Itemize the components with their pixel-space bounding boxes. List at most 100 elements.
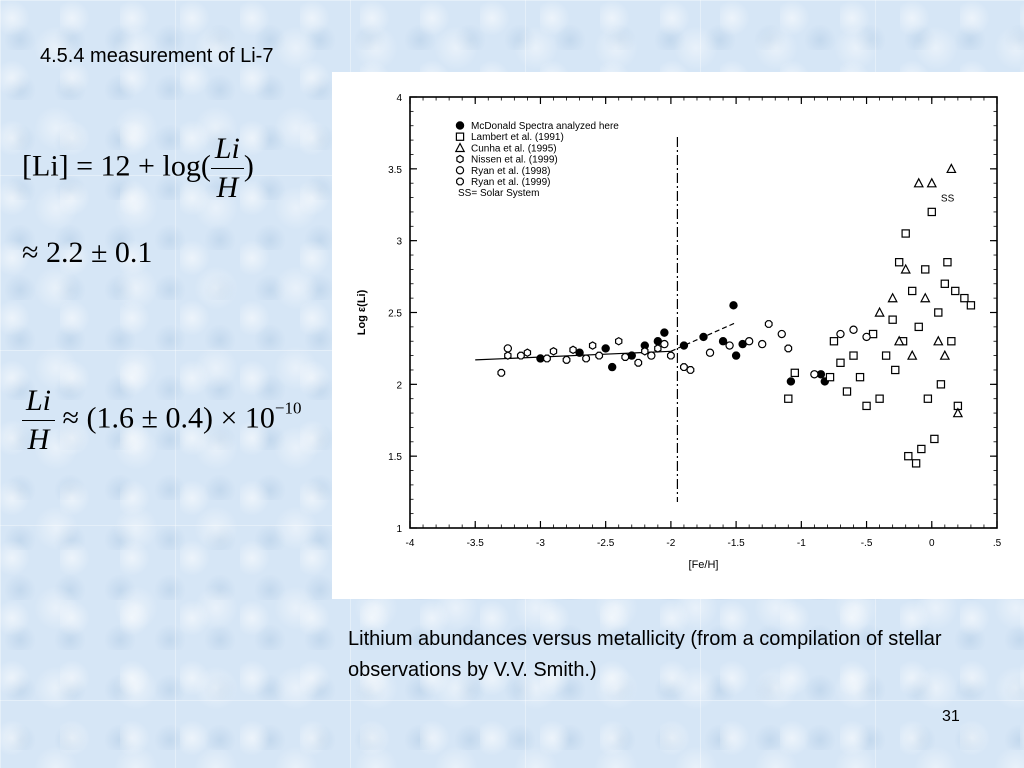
- eq1-lhs: [Li] = 12 + log(: [22, 149, 211, 183]
- data-point: [849, 351, 858, 360]
- data-point: [930, 434, 939, 444]
- x-tick-label: -.5: [861, 538, 873, 549]
- data-point: [825, 372, 835, 382]
- eq3-exponent: −10: [274, 398, 302, 418]
- data-point: [849, 325, 858, 334]
- data-point: [614, 336, 623, 346]
- data-point: [647, 351, 656, 360]
- data-point: [777, 329, 786, 339]
- data-point: [842, 387, 852, 396]
- data-point: [523, 348, 532, 358]
- data-point: [934, 308, 943, 317]
- data-point: [829, 337, 839, 346]
- data-point: [729, 301, 738, 310]
- data-point: [939, 349, 951, 360]
- data-point: [917, 444, 926, 454]
- legend-marker: [456, 154, 464, 164]
- y-tick-label: 3: [396, 237, 402, 248]
- data-point: [855, 372, 865, 382]
- data-point: [911, 459, 921, 468]
- data-point: [888, 315, 897, 324]
- data-point: [686, 366, 695, 374]
- data-point: [810, 370, 819, 379]
- data-point: [582, 354, 591, 363]
- legend-marker: [456, 177, 464, 186]
- data-point: [549, 346, 558, 356]
- data-point: [914, 322, 923, 332]
- data-point: [705, 348, 715, 357]
- data-point: [536, 354, 545, 363]
- x-tick-label: -2.5: [597, 538, 615, 549]
- data-point: [660, 339, 669, 349]
- data-point: [836, 358, 845, 367]
- data-point: [504, 351, 512, 360]
- data-point: [516, 351, 525, 360]
- legend-entry: Lambert et al. (1991): [471, 132, 564, 143]
- data-point: [913, 177, 924, 188]
- x-tick-label: -3: [536, 538, 545, 549]
- data-point: [601, 344, 610, 353]
- data-point: [621, 353, 630, 361]
- data-point: [951, 286, 960, 296]
- data-point: [920, 292, 931, 303]
- eq3-fraction: Li H: [22, 382, 56, 459]
- data-point: [666, 351, 675, 360]
- data-point: [562, 355, 571, 364]
- eq3-rhs: ≈ (1.6 ± 0.4) × 10: [55, 401, 275, 435]
- x-tick-label: -4: [406, 538, 415, 549]
- legend-entry: McDonald Spectra analyzed here: [471, 121, 619, 132]
- y-tick-label: 2: [396, 380, 402, 391]
- data-point: [595, 351, 604, 360]
- data-point: [654, 344, 662, 353]
- data-point: [699, 332, 708, 342]
- data-point: [874, 306, 885, 317]
- lithium-metallicity-chart: -4 -3.5 -3 -2.5 -2 -1.5 -1 -.5 0 .5 1 1.5 2 2.5 3 3.5 4 […: [356, 93, 1002, 571]
- legend-marker: [455, 132, 465, 141]
- data-point: [943, 258, 952, 267]
- data-point: [680, 363, 688, 372]
- figure-caption: Lithium abundances versus metallicity (f…: [348, 628, 942, 681]
- lithium-abundance-definition-equation: [Li] = 12 + log(Li H): [22, 130, 254, 207]
- data-point: [926, 177, 937, 188]
- eq3-fraction-denominator: H: [27, 423, 50, 456]
- x-tick-label: -1: [797, 538, 806, 549]
- legend-marker: [455, 121, 465, 130]
- slide-title: 4.5.4 measurement of Li-7: [40, 45, 274, 67]
- y-tick-label: 2.5: [388, 309, 402, 320]
- lithium-hydrogen-ratio-equation: Li H ≈ (1.6 ± 0.4) × 10−10: [22, 382, 301, 459]
- data-point: [641, 346, 649, 356]
- x-tick-label: .5: [993, 538, 1002, 549]
- data-point: [904, 451, 913, 461]
- legend-marker: [455, 166, 465, 175]
- data-point: [784, 344, 793, 353]
- data-point: [836, 329, 845, 339]
- page-number: 31: [942, 708, 960, 725]
- legend-entry: Nissen et al. (1999): [471, 155, 558, 166]
- y-tick-label: 3.5: [388, 165, 402, 176]
- legend-marker: [454, 142, 466, 153]
- data-point: [679, 341, 689, 350]
- data-point: [940, 279, 950, 288]
- legend-entry: Ryan et al. (1998): [471, 166, 551, 177]
- data-point: [923, 394, 933, 403]
- data-point: [607, 362, 617, 372]
- y-tick-label: 1: [396, 524, 402, 535]
- data-point: [731, 351, 741, 360]
- data-point: [927, 207, 936, 217]
- eq3-fraction-numerator: Li: [22, 382, 56, 421]
- data-point: [497, 368, 506, 377]
- data-point: [960, 293, 969, 303]
- data-point: [588, 341, 597, 350]
- data-point: [952, 407, 964, 418]
- data-point: [790, 368, 800, 378]
- data-point: [758, 339, 767, 349]
- data-point: [908, 286, 917, 296]
- data-point: [900, 263, 911, 274]
- x-tick-label: -3.5: [467, 538, 485, 549]
- y-tick-label: 1.5: [388, 452, 402, 463]
- data-point: [946, 163, 957, 174]
- data-point: [936, 380, 946, 389]
- data-point: [718, 337, 728, 346]
- y-tick-label: 4: [396, 93, 402, 104]
- lithium-abundance-value-equation: ≈ 2.2 ± 0.1: [22, 236, 153, 269]
